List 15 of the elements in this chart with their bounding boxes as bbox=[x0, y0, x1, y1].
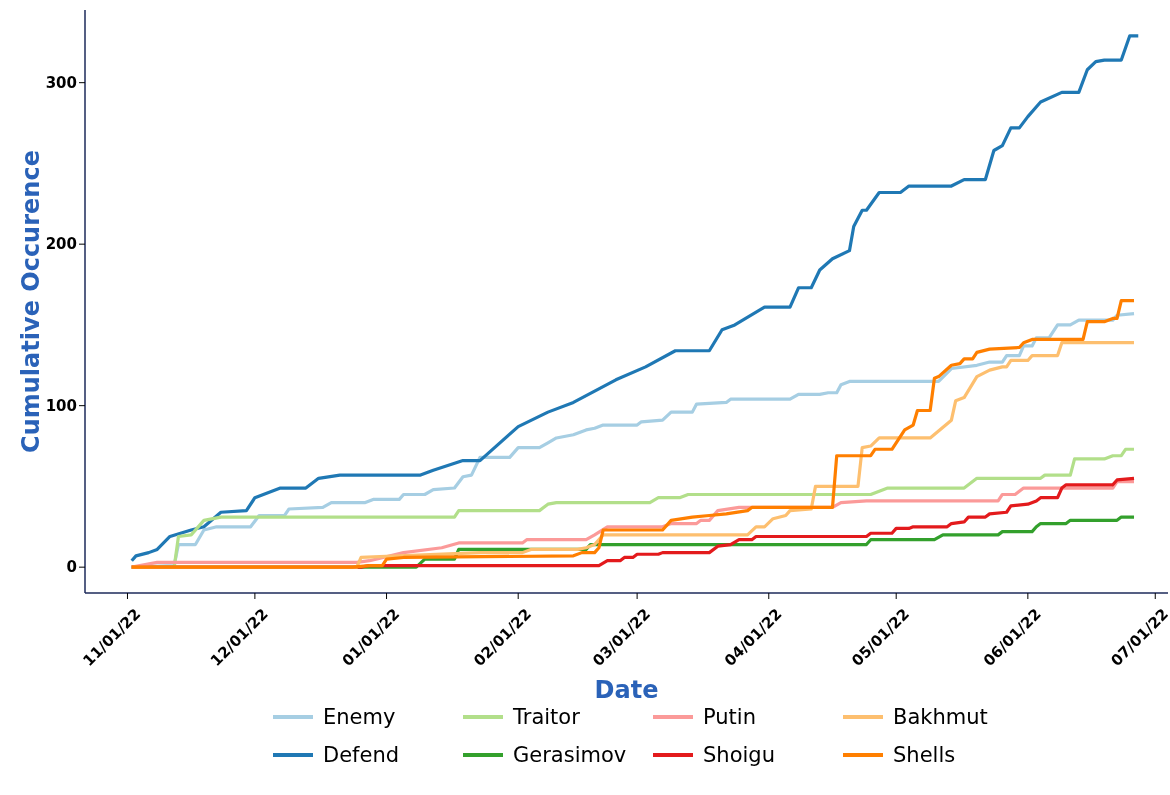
y-tick-label: 0 bbox=[66, 558, 77, 577]
legend-label: Enemy bbox=[323, 705, 396, 729]
y-tick-label: 100 bbox=[45, 396, 77, 415]
legend-label: Gerasimov bbox=[513, 743, 627, 767]
line-series bbox=[130, 34, 1140, 563]
legend-label: Defend bbox=[323, 743, 400, 767]
y-axis-title: Cumulative Occurence bbox=[16, 150, 45, 453]
legend-label: Shells bbox=[893, 743, 956, 767]
y-tick-label: 300 bbox=[45, 74, 77, 92]
legend-label: Putin bbox=[703, 705, 756, 729]
legend-label: Traitor bbox=[513, 705, 580, 729]
y-tick-label: 200 bbox=[45, 235, 77, 254]
legend-label: Shoigu bbox=[703, 743, 775, 767]
x-axis-title: Date bbox=[594, 676, 659, 704]
legend-label: Bakhmut bbox=[893, 705, 988, 729]
